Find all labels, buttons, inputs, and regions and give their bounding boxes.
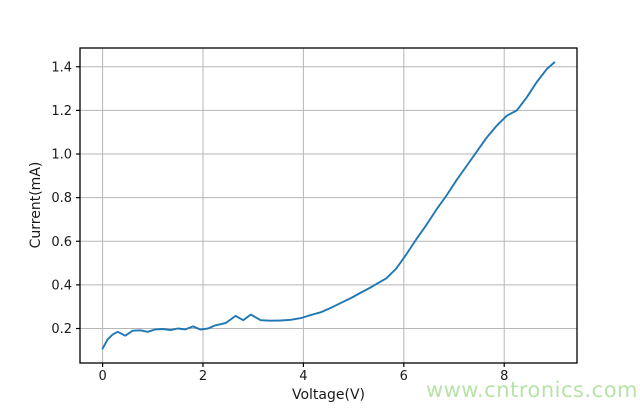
- x-tick-label: 4: [299, 369, 307, 384]
- x-axis-title: Voltage(V): [291, 387, 365, 403]
- x-tick-label: 6: [400, 369, 408, 384]
- y-tick-label: 0.8: [51, 191, 72, 206]
- y-tick-label: 1.4: [51, 60, 72, 75]
- y-tick-label: 0.4: [51, 278, 72, 293]
- plot-border: [79, 47, 578, 364]
- y-tick-label: 0.6: [51, 235, 72, 250]
- x-tick-label: 2: [199, 369, 207, 384]
- x-tick-label: 0: [98, 369, 106, 384]
- y-axis-title: Current(mA): [28, 161, 44, 249]
- y-tick-label: 1.2: [51, 104, 72, 119]
- watermark-text: www.cntronics.com: [425, 378, 638, 402]
- y-tick-label: 0.2: [51, 322, 72, 337]
- data-line: [101, 61, 556, 350]
- y-tick-label: 1.0: [51, 148, 72, 163]
- x-tick-label: 8: [500, 369, 508, 384]
